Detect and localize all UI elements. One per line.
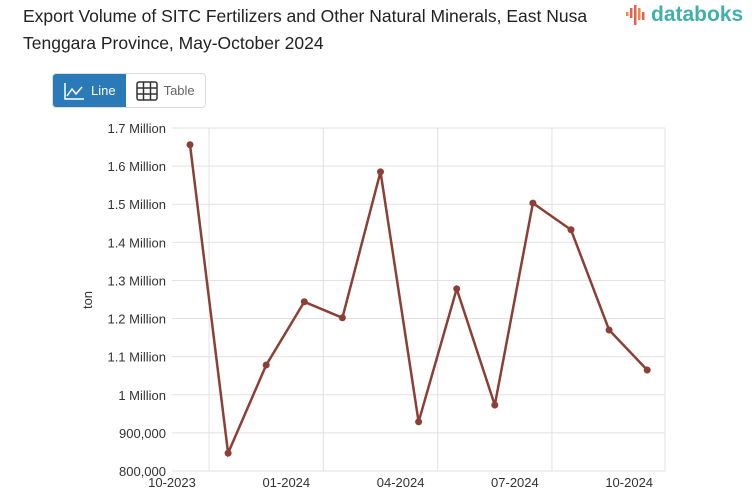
view-toggle: Line Table xyxy=(52,73,206,108)
data-point-11-2023[interactable] xyxy=(224,449,232,457)
table-label: Table xyxy=(163,83,195,98)
data-point-06-2024[interactable] xyxy=(491,401,499,409)
x-tick-label: 04-2024 xyxy=(377,475,425,490)
line-chart-icon xyxy=(64,82,84,100)
table-icon xyxy=(135,80,158,101)
x-tick-label: 07-2024 xyxy=(491,475,539,490)
data-point-10-2023[interactable] xyxy=(186,141,194,149)
logo-text: databoks xyxy=(651,3,744,26)
x-tick-label: 10-2024 xyxy=(605,475,653,490)
chart-title: Export Volume of SITC Fertilizers and Ot… xyxy=(23,6,588,53)
data-point-07-2024[interactable] xyxy=(529,199,537,207)
y-tick-label: 1.2 Million xyxy=(107,312,166,327)
y-axis-label: ton xyxy=(80,291,95,309)
data-point-02-2024[interactable] xyxy=(338,314,346,322)
series-line xyxy=(188,144,649,458)
line-view-button[interactable]: Line xyxy=(53,74,126,107)
data-point-01-2024[interactable] xyxy=(300,298,308,306)
data-point-05-2024[interactable] xyxy=(453,285,461,293)
y-tick-label: 1.6 Million xyxy=(107,159,166,174)
data-point-12-2023[interactable] xyxy=(262,361,270,369)
x-tick-label: 10-2023 xyxy=(148,475,196,490)
data-point-08-2024[interactable] xyxy=(567,226,575,234)
y-tick-label: 900,000 xyxy=(119,426,166,441)
x-tick-label: 01-2024 xyxy=(262,475,310,490)
y-tick-label: 1.7 Million xyxy=(107,121,166,136)
data-point-09-2024[interactable] xyxy=(605,326,613,334)
data-point-10-2024[interactable] xyxy=(643,366,651,374)
y-tick-label: 1.4 Million xyxy=(107,235,166,250)
logo-bars-icon xyxy=(626,5,645,25)
y-tick-label: 1.5 Million xyxy=(107,197,166,212)
data-point-03-2024[interactable] xyxy=(377,168,384,176)
y-tick-label: 1 Million xyxy=(118,388,166,403)
y-tick-label: 800,000 xyxy=(119,464,166,479)
y-tick-label: 1.1 Million xyxy=(107,350,166,365)
databoks-logo: databoks xyxy=(626,3,743,27)
table-view-button[interactable]: Table xyxy=(126,74,205,107)
data-point-04-2024[interactable] xyxy=(415,418,423,426)
y-tick-label: 1.3 Million xyxy=(107,273,166,288)
line-label: Line xyxy=(91,83,116,98)
